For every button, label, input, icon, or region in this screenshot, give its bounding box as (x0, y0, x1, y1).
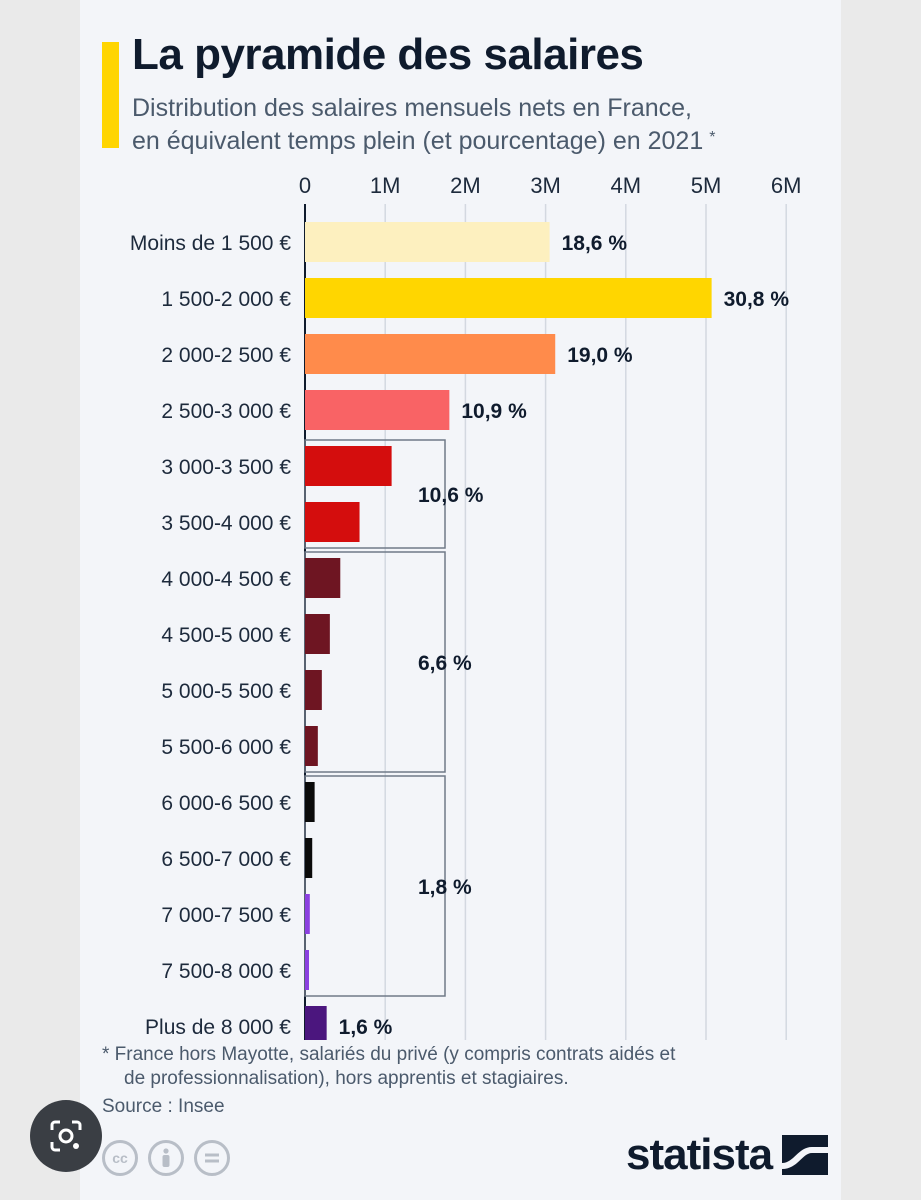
bar (305, 446, 392, 486)
bar-value-label: 1,6 % (339, 1016, 393, 1039)
group-percent-label: 6,6 % (418, 652, 472, 675)
category-label: Moins de 1 500 € (130, 232, 291, 255)
source-credit: Source : Insee (102, 1096, 225, 1117)
bar (305, 726, 318, 766)
bar (305, 278, 712, 318)
footnote: * France hors Mayotte, salariés du privé… (102, 1043, 802, 1091)
chart-subtitle: Distribution des salaires mensuels nets … (132, 92, 832, 158)
category-label: 5 500-6 000 € (161, 736, 291, 759)
statista-mark-icon (782, 1135, 829, 1175)
x-tick-label: 5M (691, 173, 722, 198)
bar (305, 558, 341, 598)
cc-icon[interactable]: cc (102, 1140, 138, 1176)
bar (305, 502, 360, 542)
nd-icon[interactable] (194, 1140, 230, 1176)
bar (305, 950, 310, 990)
bar (305, 670, 322, 710)
x-tick-label: 4M (611, 173, 642, 198)
lens-icon (50, 1120, 82, 1152)
by-icon[interactable] (148, 1140, 184, 1176)
group-bracket-2 (304, 775, 446, 997)
group-bracket-1 (304, 551, 446, 773)
category-label: 4 000-4 500 € (161, 568, 291, 591)
subtitle-asterisk: * (709, 129, 716, 146)
bar (305, 614, 330, 654)
category-label: 2 500-3 000 € (161, 400, 291, 423)
subtitle-line-2: en équivalent temps plein (et pourcentag… (132, 125, 832, 158)
category-label: 6 500-7 000 € (161, 848, 291, 871)
category-label: 2 000-2 500 € (161, 344, 291, 367)
x-tick-label: 0 (299, 173, 311, 198)
category-label: 7 500-8 000 € (161, 960, 291, 983)
x-tick-label: 6M (771, 173, 802, 198)
bar (305, 838, 313, 878)
bar (305, 334, 556, 374)
group-percent-label: 10,6 % (418, 484, 484, 507)
category-label: 1 500-2 000 € (161, 288, 291, 311)
brand-name: statista (626, 1130, 773, 1179)
bar-value-label: 10,9 % (461, 400, 527, 423)
image-search-lens-button[interactable] (30, 1100, 102, 1172)
bar (305, 1006, 327, 1040)
left-backdrop (0, 0, 80, 1200)
category-label: 3 500-4 000 € (161, 512, 291, 535)
subtitle-line-2-text: en équivalent temps plein (et pourcentag… (132, 127, 704, 155)
infographic-card: La pyramide des salaires Distribution de… (80, 0, 841, 1200)
category-label: Plus de 8 000 € (145, 1016, 291, 1039)
subtitle-line-1: Distribution des salaires mensuels nets … (132, 94, 692, 122)
category-label: 4 500-5 000 € (161, 624, 291, 647)
x-tick-label: 3M (530, 173, 561, 198)
footnote-line-1: * France hors Mayotte, salariés du privé… (102, 1044, 676, 1065)
category-label: 7 000-7 500 € (161, 904, 291, 927)
bar-value-label: 30,8 % (724, 288, 790, 311)
right-backdrop (841, 0, 921, 1200)
bar-value-label: 18,6 % (562, 232, 628, 255)
statista-logo[interactable]: statista (626, 1130, 829, 1180)
x-tick-label: 2M (450, 173, 481, 198)
bar-value-label: 19,0 % (567, 344, 633, 367)
category-label: 5 000-5 500 € (161, 680, 291, 703)
salary-bar-chart: 0 1M 2M 3M 4M 5M 6M 10,6 % 6,6 % 1,8 % Moins de 1 … (130, 173, 802, 1040)
bar (305, 894, 310, 934)
x-tick-label: 1M (370, 173, 401, 198)
chart-title: La pyramide des salaires (132, 30, 644, 79)
group-percent-label: 1,8 % (418, 876, 472, 899)
footnote-line-2: de professionnalisation), hors apprentis… (124, 1068, 569, 1089)
license-icons: cc (102, 1140, 230, 1176)
bar (305, 782, 315, 822)
title-accent-bar (102, 42, 119, 148)
category-label: 6 000-6 500 € (161, 792, 291, 815)
bar (305, 222, 550, 262)
group-bracket-0 (304, 439, 446, 549)
bar (305, 390, 450, 430)
category-label: 3 000-3 500 € (161, 456, 291, 479)
